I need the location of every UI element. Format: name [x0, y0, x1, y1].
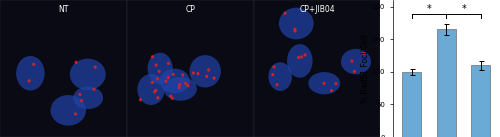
Circle shape	[158, 70, 160, 73]
Text: CP: CP	[186, 5, 195, 15]
Circle shape	[322, 82, 326, 85]
Circle shape	[181, 73, 184, 77]
Bar	[0, 0, 127, 137]
Circle shape	[186, 84, 190, 87]
Circle shape	[156, 77, 159, 80]
Ellipse shape	[279, 8, 314, 39]
Circle shape	[154, 63, 158, 67]
Circle shape	[272, 65, 276, 68]
Ellipse shape	[73, 87, 103, 109]
Text: CP+JIB04: CP+JIB04	[300, 5, 335, 15]
Circle shape	[212, 77, 216, 80]
Y-axis label: % Rad51 Foci/Cell: % Rad51 Foci/Cell	[360, 34, 370, 103]
Circle shape	[166, 76, 170, 79]
Text: *: *	[462, 4, 466, 14]
Bar	[472, 65, 490, 137]
Circle shape	[154, 89, 158, 92]
Ellipse shape	[16, 56, 44, 91]
Circle shape	[74, 61, 78, 64]
Circle shape	[78, 93, 82, 96]
Circle shape	[297, 56, 300, 59]
Circle shape	[80, 99, 83, 102]
Ellipse shape	[138, 74, 164, 105]
Circle shape	[171, 97, 174, 100]
Circle shape	[153, 90, 156, 93]
Circle shape	[304, 53, 306, 57]
Circle shape	[334, 82, 338, 85]
Text: NT: NT	[58, 5, 68, 15]
Ellipse shape	[70, 59, 106, 90]
Circle shape	[92, 88, 96, 91]
Circle shape	[362, 52, 366, 55]
Circle shape	[172, 73, 175, 76]
Circle shape	[196, 72, 200, 75]
Circle shape	[184, 82, 187, 85]
Ellipse shape	[190, 55, 221, 87]
Bar	[402, 72, 421, 137]
Circle shape	[330, 89, 333, 92]
Circle shape	[276, 83, 278, 86]
Circle shape	[350, 60, 354, 63]
Bar	[437, 29, 456, 137]
Circle shape	[169, 95, 172, 98]
Circle shape	[353, 70, 356, 73]
Ellipse shape	[341, 49, 371, 74]
Circle shape	[271, 73, 274, 76]
Circle shape	[167, 62, 170, 65]
Circle shape	[28, 79, 30, 82]
Circle shape	[156, 96, 160, 99]
Circle shape	[139, 98, 142, 101]
Ellipse shape	[287, 44, 312, 78]
Circle shape	[74, 112, 77, 115]
Circle shape	[164, 80, 168, 83]
Bar	[254, 0, 380, 137]
Text: *: *	[426, 4, 432, 14]
Ellipse shape	[164, 77, 197, 101]
Bar	[127, 0, 254, 137]
Circle shape	[192, 71, 195, 75]
Ellipse shape	[268, 62, 292, 91]
Circle shape	[284, 12, 286, 15]
Ellipse shape	[148, 53, 172, 84]
Ellipse shape	[308, 72, 340, 94]
Circle shape	[205, 75, 208, 78]
Ellipse shape	[50, 95, 86, 126]
Circle shape	[94, 65, 97, 69]
Circle shape	[294, 29, 296, 33]
Circle shape	[294, 28, 296, 31]
Circle shape	[32, 63, 35, 66]
Circle shape	[300, 55, 303, 58]
Circle shape	[151, 55, 154, 58]
Circle shape	[178, 83, 181, 86]
Circle shape	[151, 81, 154, 84]
Ellipse shape	[160, 69, 190, 93]
Circle shape	[178, 86, 180, 89]
Circle shape	[207, 68, 210, 72]
